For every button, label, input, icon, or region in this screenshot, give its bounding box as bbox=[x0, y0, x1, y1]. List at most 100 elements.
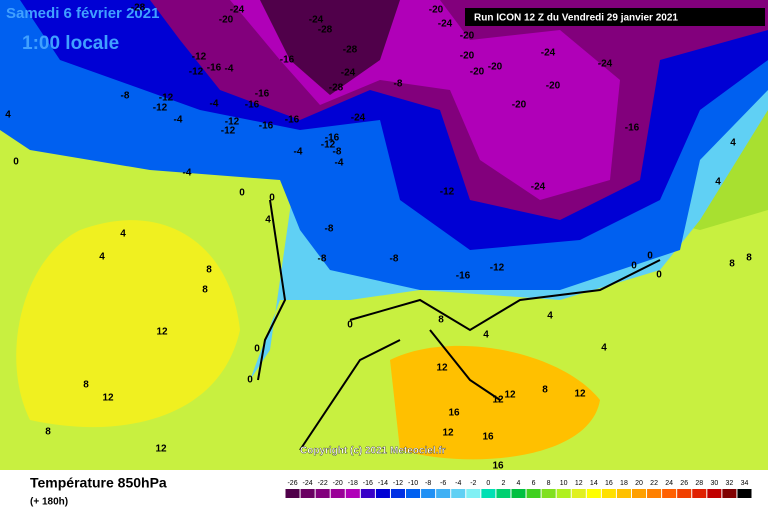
contour-label: -24 bbox=[351, 113, 366, 124]
legend-swatch bbox=[390, 489, 406, 498]
contour-label: -24 bbox=[309, 15, 324, 26]
legend-tick-label: 24 bbox=[665, 480, 673, 487]
contour-label: -16 bbox=[280, 55, 295, 66]
copyright: Copyright (c) 2021 Meteociel.fr bbox=[300, 446, 446, 457]
contour-label: 4 bbox=[601, 343, 607, 354]
contour-label: 4 bbox=[5, 110, 11, 121]
legend-swatch bbox=[541, 489, 556, 498]
contour-label: -12 bbox=[440, 187, 455, 198]
contour-label: -16 bbox=[259, 121, 274, 132]
legend-swatch bbox=[692, 489, 707, 498]
contour-label: -16 bbox=[285, 115, 300, 126]
contour-label: 8 bbox=[729, 259, 735, 270]
contour-label: -12 bbox=[192, 52, 207, 63]
legend-swatch bbox=[466, 489, 481, 498]
contour-label: -12 bbox=[225, 117, 240, 128]
temp-zone bbox=[390, 345, 600, 460]
legend-swatch bbox=[451, 489, 466, 498]
contour-label: 12 bbox=[442, 428, 454, 439]
contour-label: -16 bbox=[625, 123, 640, 134]
contour-label: -12 bbox=[153, 103, 168, 114]
legend-tick-label: -12 bbox=[393, 480, 403, 487]
legend-swatch bbox=[586, 489, 601, 498]
footer-lead: (+ 180h) bbox=[30, 497, 68, 508]
contour-label: -24 bbox=[438, 19, 453, 30]
contour-label: -8 bbox=[390, 254, 399, 265]
footer-title: Température 850hPa bbox=[30, 475, 167, 491]
contour-label: 8 bbox=[202, 285, 208, 296]
legend-swatch bbox=[677, 489, 692, 498]
contour-label: 4 bbox=[120, 229, 126, 240]
contour-label: -20 bbox=[460, 31, 475, 42]
contour-label: 0 bbox=[239, 188, 245, 199]
legend-swatch bbox=[375, 489, 390, 498]
legend-tick-label: 34 bbox=[741, 480, 749, 487]
contour-label: 12 bbox=[102, 393, 114, 404]
legend-tick-label: 10 bbox=[560, 480, 568, 487]
contour-label: 0 bbox=[269, 193, 275, 204]
legend-swatch bbox=[631, 489, 647, 498]
contour-label: 0 bbox=[347, 320, 353, 331]
contour-label: -8 bbox=[394, 79, 403, 90]
legend-tick-label: 22 bbox=[650, 480, 658, 487]
contour-label: 0 bbox=[647, 251, 653, 262]
legend-tick-label: -22 bbox=[318, 480, 328, 487]
contour-label: -20 bbox=[219, 15, 234, 26]
contour-label: -28 bbox=[318, 25, 333, 36]
legend-swatch bbox=[406, 489, 421, 498]
contour-label: -20 bbox=[429, 5, 444, 16]
contour-label: -4 bbox=[335, 158, 344, 169]
contour-label: -8 bbox=[325, 224, 334, 235]
contour-label: -12 bbox=[221, 126, 236, 137]
contour-label: 12 bbox=[156, 327, 168, 338]
contour-label: -24 bbox=[341, 68, 356, 79]
contour-label: 16 bbox=[448, 408, 460, 419]
contour-label: -4 bbox=[174, 115, 183, 126]
contour-label: 4 bbox=[99, 252, 105, 263]
coastline bbox=[257, 199, 661, 451]
legend-tick-label: -26 bbox=[287, 480, 297, 487]
contour-label: -4 bbox=[210, 99, 219, 110]
legend-swatch bbox=[511, 489, 526, 498]
legend-tick-label: 2 bbox=[501, 480, 505, 487]
legend-swatch bbox=[481, 489, 496, 498]
contour-label: 12 bbox=[504, 390, 516, 401]
legend-tick-label: -10 bbox=[408, 480, 418, 487]
legend-swatch bbox=[421, 489, 436, 498]
legend-swatch bbox=[345, 489, 360, 498]
contour-label: -28 bbox=[329, 83, 344, 94]
contour-label: -4 bbox=[225, 64, 234, 75]
legend-swatch bbox=[496, 489, 511, 498]
contour-label: -20 bbox=[470, 67, 485, 78]
legend-swatch bbox=[707, 489, 722, 498]
contour-label: -24 bbox=[598, 59, 613, 70]
run-label: Run ICON 12 Z du Vendredi 29 janvier 202… bbox=[474, 13, 678, 24]
contour-label: 16 bbox=[482, 432, 494, 443]
contour-label: 4 bbox=[730, 138, 736, 149]
legend-tick-label: 20 bbox=[635, 480, 643, 487]
legend-tick-label: -6 bbox=[440, 480, 446, 487]
contour-label: 4 bbox=[547, 311, 553, 322]
legend-tick-label: -24 bbox=[303, 480, 313, 487]
legend-swatch bbox=[315, 489, 330, 498]
legend-swatch bbox=[662, 489, 677, 498]
contour-label: 8 bbox=[438, 315, 444, 326]
legend-tick-label: -20 bbox=[333, 480, 343, 487]
legend-swatch bbox=[285, 489, 300, 498]
legend-tick-label: 12 bbox=[575, 480, 583, 487]
legend-swatch bbox=[556, 489, 571, 498]
time-label: 1:00 locale bbox=[22, 33, 119, 54]
legend-tick-label: 14 bbox=[590, 480, 598, 487]
legend-tick-label: 28 bbox=[695, 480, 703, 487]
contour-label: -20 bbox=[512, 100, 527, 111]
legend-tick-label: 16 bbox=[605, 480, 613, 487]
contour-label: -12 bbox=[189, 67, 204, 78]
legend-swatch bbox=[737, 489, 752, 498]
legend-swatch bbox=[647, 489, 662, 498]
contour-label: 4 bbox=[483, 330, 489, 341]
date-label: Samedi 6 février 2021 bbox=[6, 5, 159, 22]
contour-label: 8 bbox=[542, 385, 548, 396]
contour-label: 0 bbox=[656, 270, 662, 281]
